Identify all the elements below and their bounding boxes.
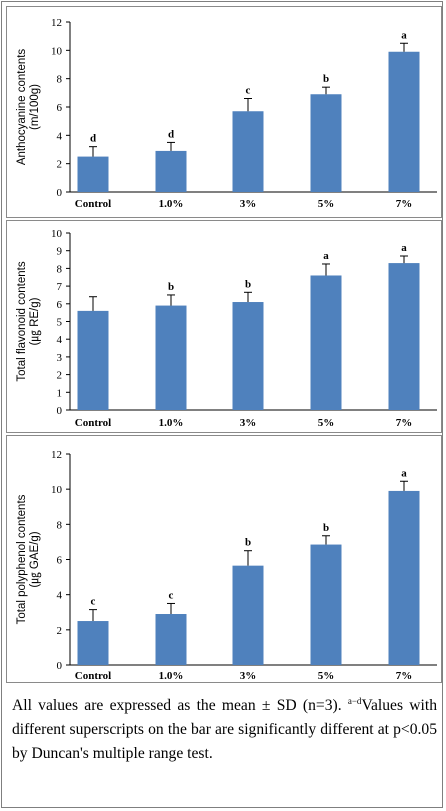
y-tick-label: 6: [57, 299, 63, 311]
category-label: Control: [75, 670, 111, 682]
category-label: 3%: [240, 198, 257, 210]
polyphenol-chart-panel: 0 2 4 6 8 10 12 c Control c 1.0% b 3% b 5% a 7% Total pol…: [6, 435, 442, 683]
caption-line-2: Values with different superscripts on th…: [12, 697, 437, 762]
significance-letter: a: [401, 467, 407, 479]
significance-letter: b: [245, 278, 251, 290]
significance-letter: b: [323, 522, 329, 534]
category-label: 7%: [396, 417, 413, 429]
category-label: 1.0%: [159, 417, 184, 429]
bar: [310, 94, 342, 192]
bar: [388, 263, 420, 410]
y-tick-label: 8: [57, 519, 63, 531]
y-axis-label-line: Anthocyanine contents: [16, 49, 28, 166]
y-axis-label-line: (m/100g): [29, 84, 41, 130]
bar: [155, 305, 187, 410]
category-label: 1.0%: [159, 670, 184, 682]
y-tick-label: 0: [57, 660, 63, 672]
bar: [232, 302, 264, 410]
category-label: Control: [75, 417, 111, 429]
bar: [310, 275, 342, 410]
significance-letter: b: [245, 537, 251, 549]
y-tick-label: 12: [51, 17, 62, 29]
category-label: 5%: [318, 670, 335, 682]
y-tick-label: 10: [51, 484, 63, 496]
y-tick-label: 10: [51, 228, 63, 240]
category-label: 5%: [318, 417, 335, 429]
category-label: Control: [75, 198, 111, 210]
y-tick-label: 7: [57, 281, 63, 293]
bar: [77, 156, 109, 192]
category-label: 1.0%: [159, 198, 184, 210]
figure-caption: All values are expressed as the mean ± S…: [12, 694, 437, 766]
significance-letter: a: [323, 250, 329, 262]
anthocyanine-chart-panel: 0 2 4 6 8 10 12 d Control d 1.0% c 3% b 5% a 7% Anthocyan…: [6, 6, 442, 218]
y-axis-label-line: (㎍ RE/g): [29, 297, 41, 345]
significance-letter: a: [401, 242, 407, 254]
bar: [77, 310, 109, 410]
category-label: 5%: [318, 198, 335, 210]
flavonoid-bar-chart: 0 1 2 3 4 5 6 7 8 9 10 Control b 1.0% b 3% a 5% a 7% Total f…: [16, 228, 437, 429]
y-tick-label: 2: [57, 370, 63, 382]
category-label: 7%: [396, 198, 413, 210]
anthocyanine-bar-chart: 0 2 4 6 8 10 12 d Control d 1.0% c 3% b 5% a 7% Anthocyan…: [16, 17, 437, 210]
y-tick-label: 0: [57, 187, 63, 199]
significance-letter: c: [169, 589, 174, 601]
significance-letter: c: [91, 596, 96, 608]
y-axis-label: Total flavonoid contents (㎍ RE/g): [16, 261, 41, 381]
category-label: 3%: [240, 417, 257, 429]
y-tick-label: 4: [57, 334, 63, 346]
y-tick-label: 5: [57, 317, 63, 329]
caption-line-1: All values are expressed as the mean ± S…: [12, 697, 342, 714]
polyphenol-bar-chart: 0 2 4 6 8 10 12 c Control c 1.0% b 3% b 5% a 7% Total pol…: [16, 449, 437, 682]
significance-letter: b: [323, 73, 329, 85]
bar: [388, 51, 420, 192]
y-axis-label: Total polyphenol contents (㎍ GAE/g): [16, 494, 41, 624]
y-axis-label-line: Total polyphenol contents: [16, 494, 28, 624]
y-tick-label: 10: [51, 45, 63, 57]
y-tick-label: 6: [57, 102, 63, 114]
bar: [155, 150, 187, 192]
y-axis-label-line: Total flavonoid contents: [16, 261, 28, 381]
y-tick-label: 4: [57, 130, 63, 142]
bar: [388, 490, 420, 665]
y-tick-label: 4: [57, 590, 63, 602]
y-tick-label: 0: [57, 405, 63, 417]
significance-letter: a: [401, 29, 407, 41]
y-tick-label: 2: [57, 159, 63, 171]
bar: [155, 614, 187, 665]
y-tick-label: 6: [57, 555, 63, 567]
caption-superscript: a−d: [347, 696, 362, 706]
y-tick-label: 8: [57, 74, 63, 86]
y-tick-label: 8: [57, 263, 63, 275]
bar: [310, 544, 342, 665]
y-tick-label: 12: [51, 449, 62, 461]
significance-letter: c: [246, 85, 251, 97]
y-tick-label: 1: [57, 387, 63, 399]
significance-letter: d: [90, 133, 96, 145]
bar: [232, 111, 264, 192]
significance-letter: d: [168, 128, 174, 140]
category-label: 7%: [396, 670, 413, 682]
y-tick-label: 2: [57, 625, 63, 637]
category-label: 3%: [240, 670, 257, 682]
significance-letter: b: [168, 281, 174, 293]
y-tick-label: 9: [57, 246, 63, 258]
y-axis-label: Anthocyanine contents (m/100g): [16, 49, 41, 166]
flavonoid-chart-panel: 0 1 2 3 4 5 6 7 8 9 10 Control b 1.0% b 3% a 5% a 7% Total f…: [6, 220, 442, 433]
y-tick-label: 3: [57, 352, 63, 364]
bar: [77, 621, 109, 665]
y-axis-label-line: (㎍ GAE/g): [29, 531, 41, 587]
bar: [232, 565, 264, 665]
